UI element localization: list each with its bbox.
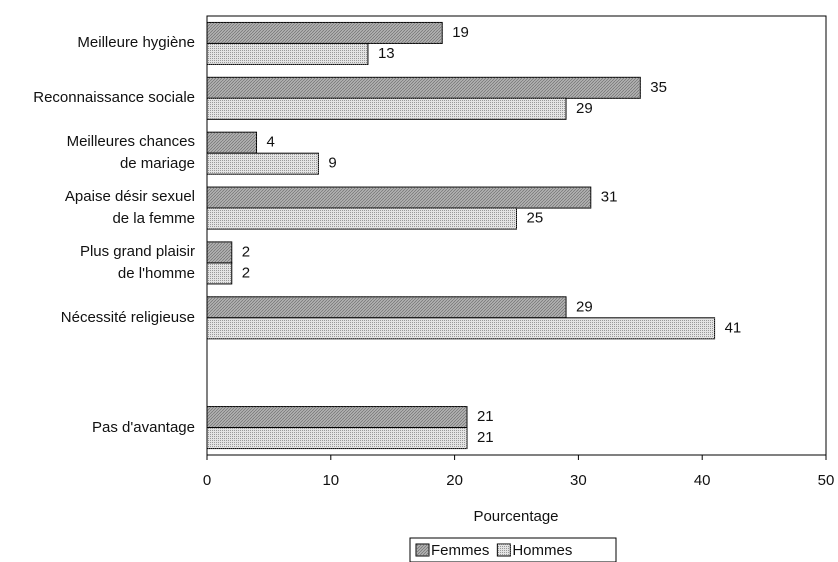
bar <box>206 241 233 264</box>
legend-label: Hommes <box>512 542 572 559</box>
bar <box>206 97 567 120</box>
y-tick-label: Apaise désir sexuel de la femme <box>64 188 195 228</box>
value-label: 41 <box>725 319 742 336</box>
bar <box>206 296 567 319</box>
value-label: 31 <box>601 189 618 206</box>
bar <box>206 76 641 99</box>
y-tick-label: Pas d'avantage <box>92 418 195 436</box>
y-tick-label: Meilleure hygiène <box>77 34 195 52</box>
bar <box>206 262 233 285</box>
value-label: 4 <box>267 134 275 151</box>
y-tick-label: Reconnaissance sociale <box>33 89 195 107</box>
y-tick-label: Plus grand plaisir de l'homme <box>79 242 195 282</box>
bar <box>206 427 468 450</box>
value-label: 29 <box>576 298 593 315</box>
bar <box>206 317 716 340</box>
legend-swatch-pattern <box>497 544 511 556</box>
value-label: 2 <box>242 264 250 281</box>
bar <box>206 152 319 175</box>
legend-box <box>409 537 617 562</box>
bar <box>206 406 468 429</box>
x-tick-label: 40 <box>694 472 711 489</box>
value-label: 21 <box>477 408 494 425</box>
value-label: 21 <box>477 429 494 446</box>
x-tick-label: 0 <box>203 472 211 489</box>
x-tick-label: 10 <box>322 472 339 489</box>
bar <box>206 21 443 44</box>
value-label: 9 <box>328 155 336 172</box>
plot-frame <box>206 15 827 456</box>
value-label: 13 <box>378 45 395 62</box>
bar <box>206 42 369 65</box>
bar <box>206 131 258 154</box>
x-tick-label: 20 <box>446 472 463 489</box>
x-tick-label: 30 <box>570 472 587 489</box>
value-label: 19 <box>452 24 469 41</box>
bar <box>206 186 592 209</box>
y-tick-label: Meilleures chances de mariage <box>66 133 195 173</box>
value-label: 2 <box>242 243 250 260</box>
y-tick-label: Nécessité religieuse <box>60 308 195 326</box>
legend-swatch-pattern <box>416 544 429 556</box>
legend-label: Femmes <box>431 542 489 559</box>
bar <box>206 207 517 230</box>
value-label: 25 <box>527 210 544 227</box>
value-label: 29 <box>576 100 593 117</box>
x-axis-label: Pourcentage <box>473 508 558 525</box>
value-label: 35 <box>650 79 667 96</box>
x-tick-label: 50 <box>818 472 835 489</box>
